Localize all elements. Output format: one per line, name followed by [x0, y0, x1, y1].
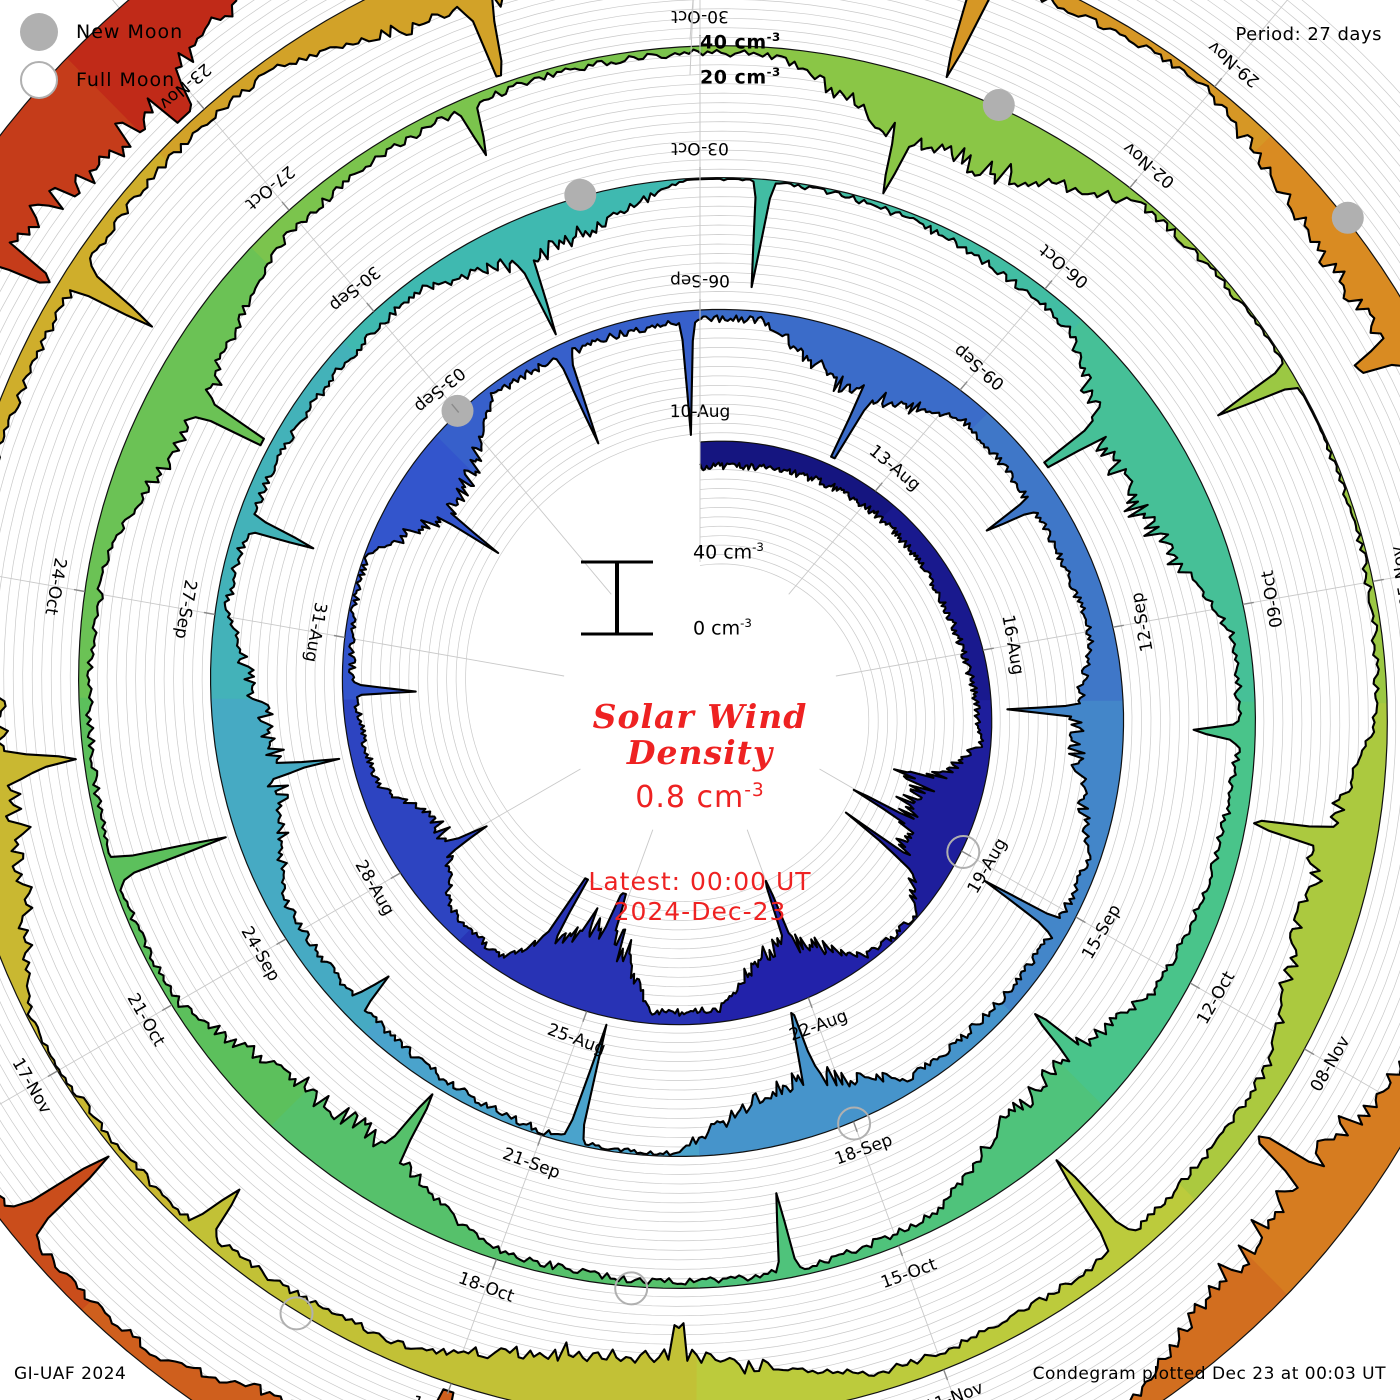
- full-moon-marker: [614, 1271, 649, 1306]
- moon-markers: [279, 89, 1364, 1331]
- radial-axis-label-40: 40 cm-3: [700, 30, 781, 53]
- date-tick-label: 12-Oct: [1193, 968, 1239, 1028]
- moon-legend: New Moon Full Moon: [20, 8, 183, 104]
- radial-axis-20-text: 20 cm: [700, 66, 767, 89]
- legend-item-new-moon: New Moon: [20, 8, 183, 56]
- date-tick-label: 24-Oct: [40, 556, 70, 617]
- date-tick-label: 08-Nov: [1307, 1033, 1355, 1096]
- date-tick-label: 31-Aug: [300, 601, 330, 664]
- legend-label-full-moon: Full Moon: [76, 69, 176, 91]
- date-tick-label: 15-Oct: [878, 1254, 939, 1293]
- date-tick-label: 12-Sep: [1127, 591, 1157, 653]
- date-tick-label: 16-Aug: [997, 613, 1027, 676]
- new-moon-marker: [1331, 201, 1364, 234]
- date-tick-label: 30-Oct: [671, 6, 729, 26]
- date-tick-label: 30-Sep: [325, 262, 384, 316]
- date-tick-label: 21-Sep: [500, 1144, 563, 1183]
- new-moon-marker: [564, 178, 597, 211]
- date-tick-label: 11-Nov: [922, 1378, 986, 1400]
- legend-item-full-moon: Full Moon: [20, 56, 183, 104]
- full-moon-marker: [279, 1296, 314, 1331]
- footer-plot-time: Condegram plotted Dec 23 at 00:03 UT: [1032, 1364, 1386, 1384]
- legend-label-new-moon: New Moon: [76, 21, 184, 43]
- new-moon-icon: [20, 13, 58, 51]
- footer-credit: GI-UAF 2024: [14, 1364, 127, 1384]
- full-moon-icon: [20, 61, 58, 99]
- date-tick-label: 15-Sep: [1078, 901, 1125, 963]
- radial-axis-20-exp: -3: [766, 65, 781, 79]
- top-axis-leaders: [689, 0, 701, 470]
- date-tick-label: 18-Oct: [456, 1268, 517, 1307]
- radial-axis-label-20: 20 cm-3: [700, 65, 781, 88]
- date-tick-label: 27-Sep: [170, 578, 200, 640]
- date-tick-label: 25-Aug: [545, 1020, 609, 1060]
- full-moon-marker: [946, 835, 981, 869]
- period-label: Period: 27 days: [1235, 24, 1382, 45]
- full-moon-marker: [837, 1106, 872, 1141]
- radial-axis-40-exp: -3: [766, 30, 781, 44]
- date-tick-label: 09-Oct: [1258, 569, 1288, 630]
- radial-axis-40-text: 40 cm: [700, 31, 767, 54]
- date-tick-label: 05-Nov: [1387, 544, 1400, 608]
- date-tick-label: 02-Nov: [1119, 138, 1179, 193]
- date-tick-label: 27-Oct: [241, 161, 298, 214]
- date-tick-label: 21-Oct: [123, 990, 169, 1050]
- new-moon-marker: [982, 89, 1015, 121]
